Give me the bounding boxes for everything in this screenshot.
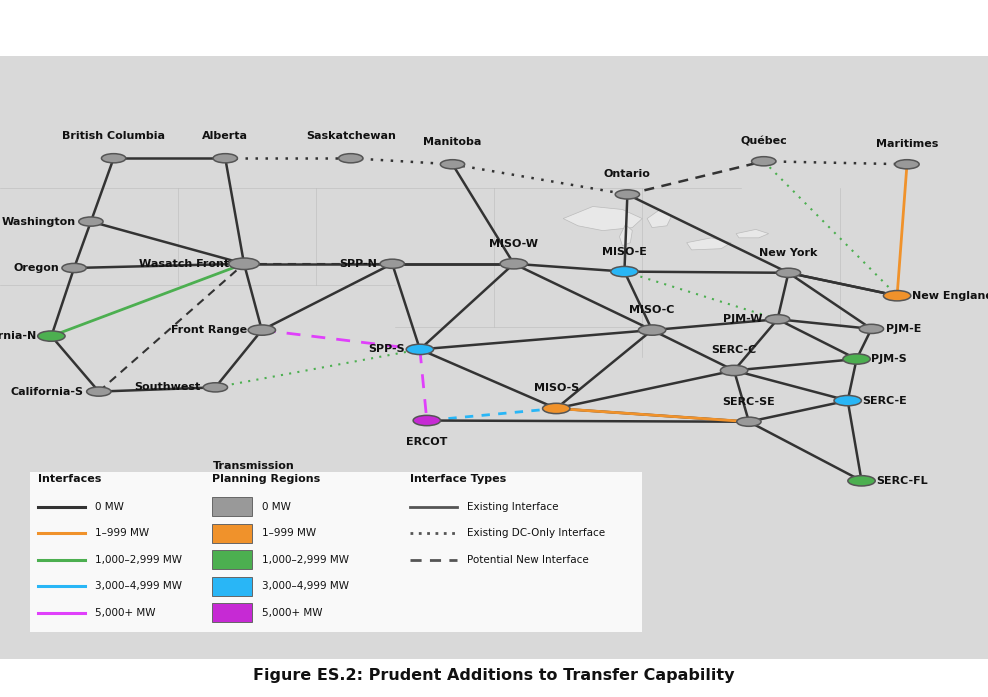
Text: SERC-E: SERC-E [863, 396, 907, 406]
Text: California-N: California-N [0, 331, 37, 341]
Text: MISO-W: MISO-W [489, 238, 538, 249]
Text: Maritimes: Maritimes [875, 139, 939, 149]
Ellipse shape [616, 190, 639, 199]
Text: SERC-C: SERC-C [711, 346, 757, 355]
Text: 0 MW: 0 MW [262, 502, 290, 512]
Ellipse shape [87, 387, 111, 396]
Text: Wasatch Front: Wasatch Front [139, 259, 229, 269]
Text: Québec: Québec [740, 136, 787, 146]
Ellipse shape [38, 331, 65, 342]
Text: SERC-SE: SERC-SE [722, 397, 776, 406]
Ellipse shape [204, 383, 227, 392]
Text: PJM-E: PJM-E [886, 324, 922, 334]
Ellipse shape [339, 153, 363, 163]
Text: Transmission
Planning Regions: Transmission Planning Regions [212, 461, 321, 484]
Ellipse shape [102, 153, 125, 163]
Text: PJM-S: PJM-S [871, 354, 907, 364]
Text: SPP-N: SPP-N [340, 259, 377, 269]
Text: MISO-E: MISO-E [602, 247, 647, 256]
Ellipse shape [229, 258, 259, 270]
Text: 1,000–2,999 MW: 1,000–2,999 MW [262, 555, 349, 565]
Text: SPP-S: SPP-S [369, 344, 405, 354]
Text: Existing DC-Only Interface: Existing DC-Only Interface [467, 528, 606, 538]
Text: New England: New England [912, 291, 988, 300]
Text: Saskatchewan: Saskatchewan [306, 131, 395, 141]
Ellipse shape [766, 314, 789, 324]
Text: Alberta: Alberta [203, 131, 248, 141]
Ellipse shape [542, 404, 570, 413]
Text: Ontario: Ontario [604, 169, 651, 179]
Ellipse shape [441, 160, 464, 169]
Text: Prudent additions are based on 2033 resource mix and other study assumptions: Prudent additions are based on 2033 reso… [117, 19, 871, 37]
Ellipse shape [737, 417, 761, 427]
FancyBboxPatch shape [30, 472, 642, 631]
Text: SERC-FL: SERC-FL [876, 476, 928, 486]
Text: 1–999 MW: 1–999 MW [95, 528, 149, 538]
Text: Washington: Washington [2, 217, 76, 227]
Ellipse shape [406, 344, 434, 355]
Polygon shape [736, 229, 769, 238]
Text: Manitoba: Manitoba [423, 137, 482, 147]
Text: 5,000+ MW: 5,000+ MW [262, 608, 322, 618]
Text: Figure ES.2: Prudent Additions to Transfer Capability: Figure ES.2: Prudent Additions to Transf… [253, 668, 735, 684]
Ellipse shape [380, 259, 404, 268]
Ellipse shape [213, 153, 237, 163]
Ellipse shape [895, 160, 919, 169]
Text: Interfaces: Interfaces [38, 474, 101, 484]
Polygon shape [619, 224, 632, 245]
Polygon shape [563, 206, 642, 231]
Text: MISO-C: MISO-C [629, 305, 675, 315]
Ellipse shape [638, 325, 666, 335]
Ellipse shape [777, 268, 800, 277]
Polygon shape [687, 238, 731, 250]
Text: 1,000–2,999 MW: 1,000–2,999 MW [95, 555, 182, 565]
Ellipse shape [883, 291, 911, 301]
Ellipse shape [413, 415, 441, 426]
Text: MISO-S: MISO-S [534, 383, 579, 393]
Text: Interface Types: Interface Types [410, 474, 506, 484]
Ellipse shape [720, 365, 748, 376]
Ellipse shape [62, 263, 86, 273]
Text: PJM-W: PJM-W [723, 314, 763, 324]
Text: Potential New Interface: Potential New Interface [467, 555, 589, 565]
Text: Existing Interface: Existing Interface [467, 502, 559, 512]
Ellipse shape [752, 157, 776, 166]
Text: 3,000–4,999 MW: 3,000–4,999 MW [262, 581, 349, 591]
Text: British Columbia: British Columbia [62, 131, 165, 141]
Ellipse shape [500, 259, 528, 269]
FancyBboxPatch shape [212, 576, 252, 596]
Text: Southwest: Southwest [134, 383, 201, 392]
Text: Front Range: Front Range [171, 325, 247, 335]
Ellipse shape [843, 354, 870, 365]
FancyBboxPatch shape [212, 523, 252, 543]
Ellipse shape [860, 324, 883, 333]
Text: Oregon: Oregon [14, 263, 59, 273]
Polygon shape [0, 56, 988, 659]
Ellipse shape [611, 266, 638, 277]
Ellipse shape [79, 217, 103, 226]
Text: 0 MW: 0 MW [95, 502, 124, 512]
Text: 3,000–4,999 MW: 3,000–4,999 MW [95, 581, 182, 591]
Text: California-S: California-S [11, 387, 84, 397]
Ellipse shape [834, 395, 862, 406]
Text: ERCOT: ERCOT [406, 438, 448, 447]
Text: 5,000+ MW: 5,000+ MW [95, 608, 155, 618]
Polygon shape [647, 210, 672, 228]
Text: 1–999 MW: 1–999 MW [262, 528, 316, 538]
Ellipse shape [848, 475, 875, 486]
Ellipse shape [248, 325, 276, 335]
FancyBboxPatch shape [212, 550, 252, 569]
Text: New York: New York [759, 247, 818, 258]
FancyBboxPatch shape [212, 497, 252, 516]
FancyBboxPatch shape [212, 603, 252, 622]
